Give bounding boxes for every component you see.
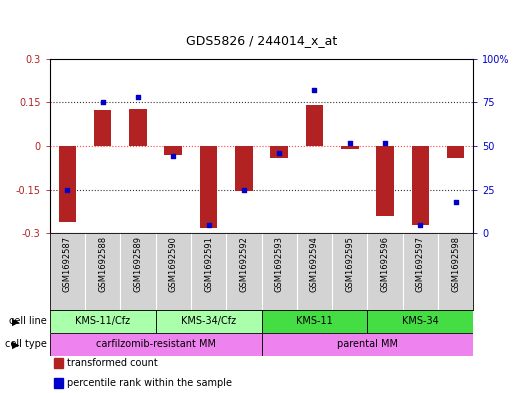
Point [240,187,248,193]
Text: transformed count: transformed count [66,358,157,369]
Text: GDS5826 / 244014_x_at: GDS5826 / 244014_x_at [186,34,337,47]
Text: cell type: cell type [5,339,47,349]
Text: GSM1692589: GSM1692589 [133,236,142,292]
Bar [270,146,288,158]
Point [310,87,319,93]
Bar [54,358,63,368]
Point [98,99,107,105]
Text: GSM1692593: GSM1692593 [275,236,283,292]
Point [381,140,389,146]
Bar [164,146,182,155]
Bar [447,146,464,158]
Bar [94,110,111,146]
Point [169,153,177,160]
Bar [235,146,253,191]
Bar [59,146,76,222]
Text: cell line: cell line [9,316,47,327]
Text: GSM1692588: GSM1692588 [98,236,107,292]
Bar [156,310,262,333]
Bar [341,146,359,149]
Bar [412,146,429,225]
Text: GSM1692594: GSM1692594 [310,236,319,292]
Point [275,150,283,156]
Text: GSM1692590: GSM1692590 [169,236,178,292]
Point [346,140,354,146]
Text: GSM1692587: GSM1692587 [63,236,72,292]
Bar [367,310,473,333]
Text: KMS-34: KMS-34 [402,316,439,327]
Bar [305,105,323,146]
Point [416,222,425,228]
Text: KMS-11: KMS-11 [296,316,333,327]
Bar [54,378,63,388]
Text: ▶: ▶ [12,316,19,327]
Text: GSM1692591: GSM1692591 [204,236,213,292]
Text: carfilzomib-resistant MM: carfilzomib-resistant MM [96,339,215,349]
Point [451,199,460,205]
Bar [50,333,262,356]
Text: GSM1692598: GSM1692598 [451,236,460,292]
Bar [129,109,147,146]
Text: GSM1692595: GSM1692595 [345,236,354,292]
Bar [376,146,394,216]
Text: KMS-11/Cfz: KMS-11/Cfz [75,316,130,327]
Point [134,94,142,100]
Text: GSM1692592: GSM1692592 [240,236,248,292]
Bar [200,146,218,228]
Text: parental MM: parental MM [337,339,398,349]
Bar [50,310,156,333]
Text: GSM1692596: GSM1692596 [381,236,390,292]
Point [63,187,72,193]
Text: GSM1692597: GSM1692597 [416,236,425,292]
Text: KMS-34/Cfz: KMS-34/Cfz [181,316,236,327]
Bar [262,310,367,333]
Point [204,222,213,228]
Text: ▶: ▶ [12,339,19,349]
Text: percentile rank within the sample: percentile rank within the sample [66,378,232,388]
Bar [262,333,473,356]
